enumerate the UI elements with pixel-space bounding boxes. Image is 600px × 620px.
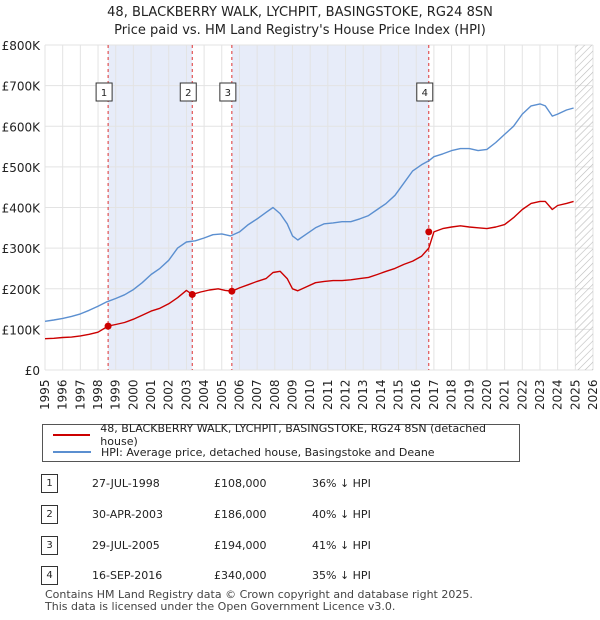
chart-title: 48, BLACKBERRY WALK, LYCHPIT, BASINGSTOK… [107, 5, 493, 20]
x-tick-label: 2011 [321, 379, 335, 410]
x-tick-label: 1996 [56, 379, 70, 410]
footer-attribution: Contains HM Land Registry data © Crown c… [45, 589, 473, 613]
x-tick-label: 2007 [250, 379, 264, 410]
future-hatch-region [575, 45, 593, 370]
table-row: 3 29-JUL-2005 £194,000 41% ↓ HPI [0, 536, 600, 556]
y-tick-label: £600K [2, 120, 42, 134]
row-price: £194,000 [214, 539, 267, 552]
sale-number-label: 3 [225, 88, 231, 99]
sale-number-boxes: 1 2 3 4 [95, 82, 434, 102]
x-tick-label: 1997 [73, 379, 87, 410]
footer-line-2: This data is licensed under the Open Gov… [45, 600, 396, 613]
x-tick-label: 2003 [179, 379, 193, 410]
row-hpi: 41% ↓ HPI [312, 539, 371, 552]
sale-point [425, 228, 433, 236]
sale-number-box [416, 82, 434, 102]
y-tick-label: £0 [25, 364, 40, 378]
row-number-box: 3 [41, 536, 58, 555]
legend: 48, BLACKBERRY WALK, LYCHPIT, BASINGSTOK… [42, 422, 520, 462]
legend-item-hpi: HPI: Average price, detached house, Basi… [53, 444, 435, 460]
x-tick-label: 2018 [445, 379, 459, 410]
legend-swatch-blue [53, 451, 91, 453]
x-tick-label: 2013 [356, 379, 370, 410]
sale-number-box [219, 82, 237, 102]
footer-line-1: Contains HM Land Registry data © Crown c… [45, 588, 473, 601]
x-tick-label: 2016 [409, 379, 423, 410]
x-tick-label: 1998 [91, 379, 105, 410]
row-hpi: 35% ↓ HPI [312, 569, 371, 582]
x-tick-label: 2001 [144, 379, 158, 410]
price-chart: 48, BLACKBERRY WALK, LYCHPIT, BASINGSTOK… [2, 5, 600, 410]
table-row: 2 30-APR-2003 £186,000 40% ↓ HPI [0, 505, 600, 525]
row-hpi: 40% ↓ HPI [312, 508, 371, 521]
row-price: £108,000 [214, 477, 267, 490]
y-tick-label: £500K [2, 161, 42, 175]
x-tick-label: 2004 [197, 379, 211, 410]
y-tick-label: £400K [2, 202, 42, 216]
x-tick-label: 2019 [462, 379, 476, 410]
x-tick-label: 2024 [551, 379, 565, 410]
row-date: 27-JUL-1998 [92, 477, 160, 490]
legend-label-property: 48, BLACKBERRY WALK, LYCHPIT, BASINGSTOK… [100, 422, 486, 448]
sale-points [104, 228, 433, 330]
row-date: 30-APR-2003 [92, 508, 164, 521]
sale-number-box [179, 82, 197, 102]
y-tick-label: £700K [2, 80, 42, 94]
x-tick-label: 2021 [498, 379, 512, 410]
row-date: 29-JUL-2005 [92, 539, 160, 552]
x-tick-label: 2022 [515, 379, 529, 410]
sale-number-label: 1 [101, 88, 107, 99]
row-number-box: 2 [41, 505, 58, 524]
x-tick-label: 2006 [232, 379, 246, 410]
x-tick-label: 2015 [392, 379, 406, 410]
table-row: 1 27-JUL-1998 £108,000 36% ↓ HPI [0, 474, 600, 494]
legend-item-property: 48, BLACKBERRY WALK, LYCHPIT, BASINGSTOK… [53, 422, 519, 448]
x-tick-label: 2025 [568, 379, 582, 410]
chart-subtitle: Price paid vs. HM Land Registry's House … [114, 23, 486, 38]
hatch-area [575, 45, 593, 370]
sale-point [104, 322, 112, 330]
x-tick-label: 2000 [126, 379, 140, 410]
x-tick-label: 2002 [162, 379, 176, 410]
x-tick-label: 2026 [586, 379, 600, 410]
row-number-box: 4 [41, 566, 58, 585]
sale-number-box [95, 82, 113, 102]
x-tick-label: 2008 [268, 379, 282, 410]
y-tick-label: £800K [2, 39, 42, 53]
x-tick-label: 1995 [38, 379, 52, 410]
row-number-box: 1 [41, 474, 58, 493]
sale-number-label: 4 [422, 88, 428, 99]
x-tick-label: 1999 [109, 379, 123, 410]
legend-label-hpi: HPI: Average price, detached house, Basi… [101, 445, 435, 459]
row-hpi: 36% ↓ HPI [312, 477, 371, 490]
x-axis-ticks: 1995 1996 1997 1998 1999 2000 2001 2002 2003 2004… [38, 379, 600, 410]
sale-point [188, 290, 196, 298]
row-date: 16-SEP-2016 [92, 569, 163, 582]
series-line-hpi [45, 103, 574, 322]
sale-number-label: 2 [185, 88, 191, 99]
gridlines [44, 44, 594, 371]
row-price: £340,000 [214, 569, 267, 582]
x-tick-label: 2010 [303, 379, 317, 410]
sale-point [228, 287, 236, 295]
row-price: £186,000 [214, 508, 267, 521]
y-tick-label: £200K [2, 283, 42, 297]
legend-swatch-red [53, 434, 91, 436]
x-tick-label: 2017 [427, 379, 441, 410]
x-tick-label: 2005 [215, 379, 229, 410]
y-axis-ticks: £0 £100K £200K £300K £400K £500K £600K £700K £80… [2, 39, 42, 378]
series-lines [45, 103, 574, 340]
y-tick-label: £300K [2, 242, 42, 256]
x-tick-label: 2023 [533, 379, 547, 410]
table-row: 4 16-SEP-2016 £340,000 35% ↓ HPI [0, 566, 600, 586]
series-line-property [45, 200, 574, 340]
x-tick-label: 2014 [374, 379, 388, 410]
x-tick-label: 2020 [480, 379, 494, 410]
x-tick-label: 2012 [339, 379, 353, 410]
x-tick-label: 2009 [285, 379, 299, 410]
y-tick-label: £100K [2, 323, 42, 337]
